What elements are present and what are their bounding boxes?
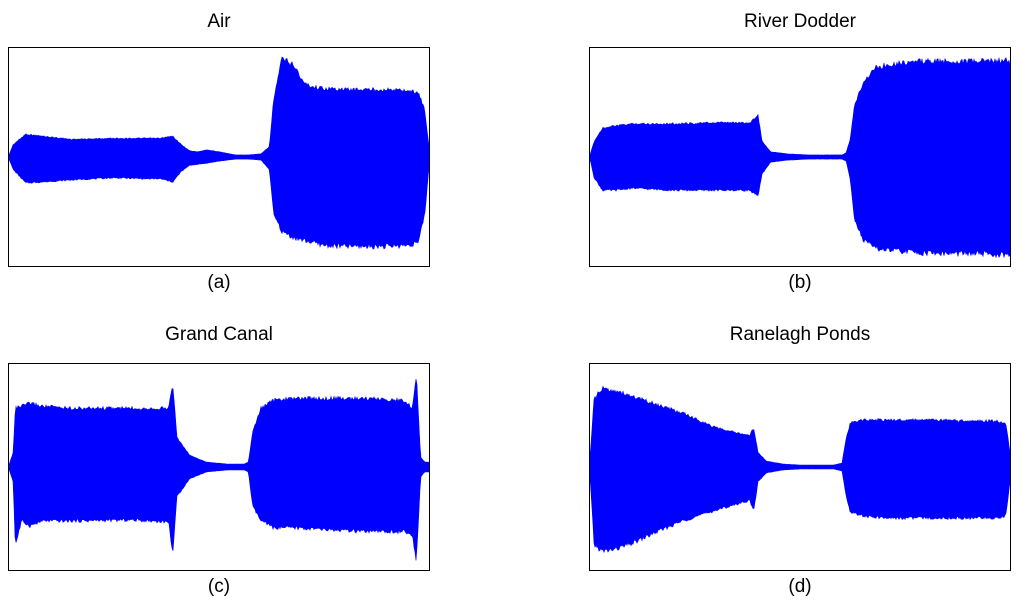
chart-title: Air [207,11,231,32]
waveform-series [590,385,1010,554]
chart-panel-river-dodder: River Dodder (b) [589,0,1011,300]
waveform-plot [9,378,429,561]
plot-area [589,47,1011,267]
chart-caption: (c) [207,576,231,597]
chart-title: Grand Canal [165,324,273,345]
chart-panel-air: Air (a) [8,0,430,300]
plot-area [8,47,430,267]
waveform-series [590,57,1010,259]
chart-panel-grand-canal: Grand Canal (c) [8,313,430,605]
waveform-series [9,56,429,250]
chart-caption: (d) [788,576,812,597]
waveform-plot [590,385,1010,554]
chart-caption: (b) [788,272,812,293]
chart-title: River Dodder [744,11,856,32]
waveform-plot [590,57,1010,259]
plot-area [589,363,1011,571]
chart-caption: (a) [207,272,231,293]
chart-title: Ranelagh Ponds [729,324,871,345]
chart-panel-ranelagh-ponds: Ranelagh Ponds (d) [589,313,1011,605]
waveform-plot [9,56,429,250]
waveform-series [9,378,429,561]
plot-area [8,363,430,571]
